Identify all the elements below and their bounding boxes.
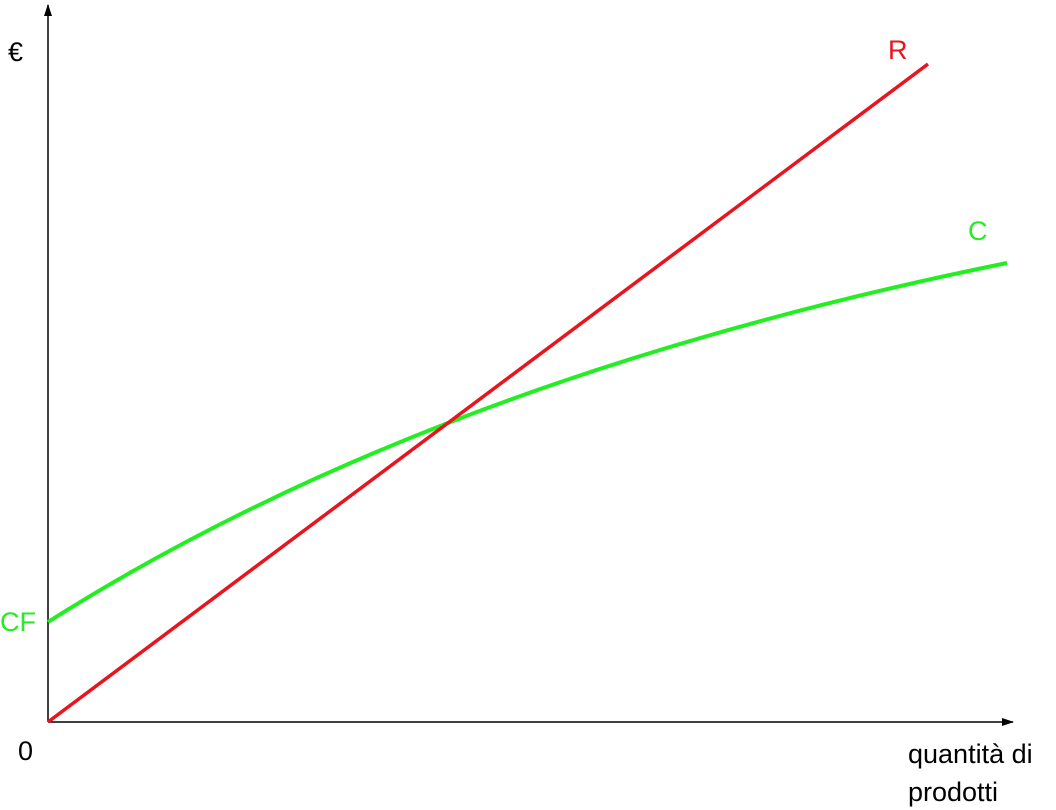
origin-label: 0 [18,736,33,766]
y-axis-label: € [8,37,23,67]
cost-label: C [968,216,988,246]
cost-curve [46,261,1008,624]
x-axis-label: quantità di [908,739,1033,769]
revenue-label: R [888,35,908,65]
fixed-cost-label: CF [0,607,36,637]
x-axis-label: prodotti [908,777,998,807]
revenue-line [46,62,930,724]
